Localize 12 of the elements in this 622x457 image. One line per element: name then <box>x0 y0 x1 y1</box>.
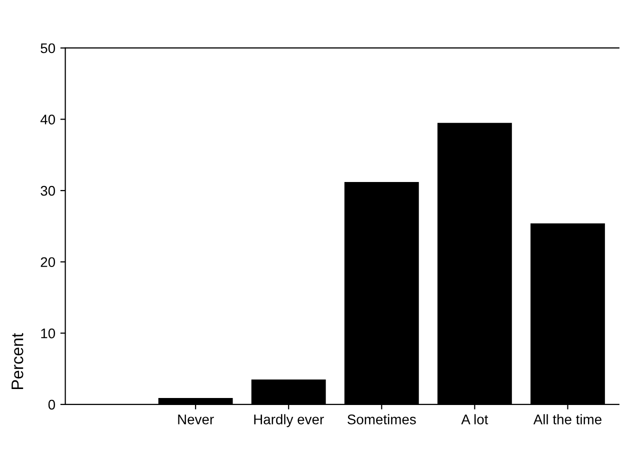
x-tick-label: Sometimes <box>348 414 416 424</box>
x-tick-label: Hardly ever <box>254 414 324 428</box>
x-tick-label: Never <box>178 414 214 424</box>
y-tick-label: 30 <box>40 186 56 196</box>
y-tick-label: 0 <box>48 400 56 410</box>
y-tick-label: 50 <box>40 43 56 54</box>
y-tick-label: 10 <box>41 328 56 338</box>
y-tick-label: 20 <box>40 257 56 268</box>
y-tick-label: 40 <box>40 114 56 124</box>
x-tick-label: All the time <box>533 414 602 424</box>
x-tick-label: A lot <box>461 414 488 424</box>
y-axis-title: Percent <box>12 333 24 390</box>
